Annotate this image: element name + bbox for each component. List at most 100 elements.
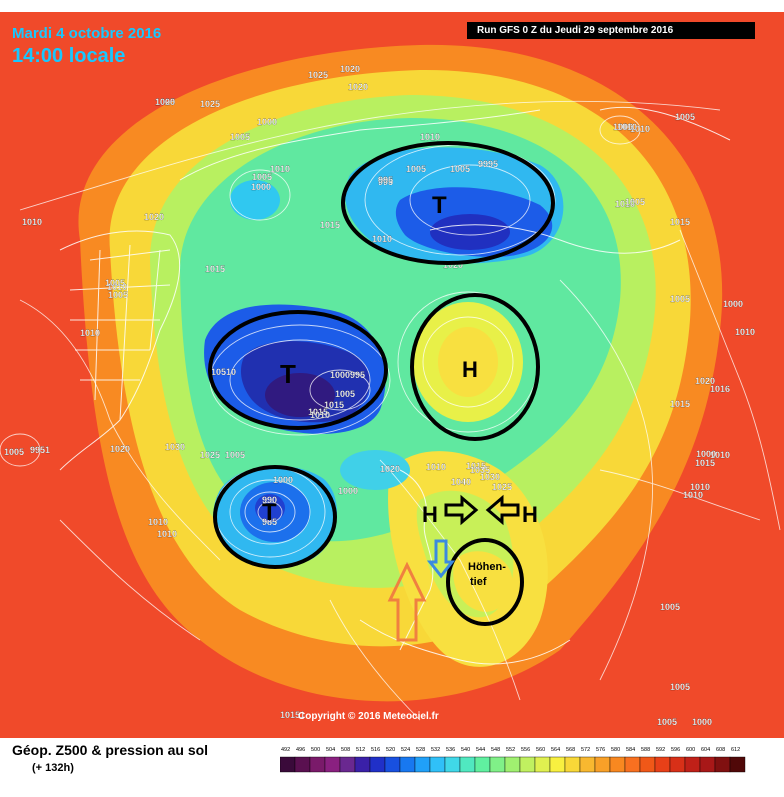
high-label-europe-right: H bbox=[522, 502, 538, 527]
isobar-label: 985 bbox=[262, 517, 277, 527]
hoehentief-label-2: tief bbox=[470, 576, 487, 588]
scale-label: 496 bbox=[296, 747, 305, 753]
scale-swatch bbox=[669, 756, 686, 773]
scale-swatch bbox=[504, 756, 521, 773]
isobar-label: 10510 bbox=[211, 367, 236, 377]
isobar-label: 1005 bbox=[450, 164, 470, 174]
isobar-label: 1000 bbox=[692, 717, 712, 727]
scale-label: 544 bbox=[476, 747, 485, 753]
isobar-label: 1025 bbox=[308, 70, 328, 80]
scale-label: 532 bbox=[431, 747, 440, 753]
copyright: Copyright © 2016 Meteociel.fr bbox=[298, 711, 439, 722]
low-label-canada: T bbox=[280, 359, 296, 389]
isobar-labels: 1025102510201025102010001005101010051000… bbox=[4, 64, 755, 727]
isobar-label: 1025 bbox=[200, 450, 220, 460]
isobar-label: 1010 bbox=[310, 410, 330, 420]
isobar-label: 1025 bbox=[200, 99, 220, 109]
scale-swatch bbox=[489, 756, 506, 773]
isobar-label: 1010 bbox=[735, 327, 755, 337]
scale-swatch bbox=[459, 756, 476, 773]
scale-swatch bbox=[369, 756, 386, 773]
isobar-label: 1005 bbox=[335, 389, 355, 399]
scale-label: 504 bbox=[326, 747, 335, 753]
high-circle-siberia bbox=[410, 293, 540, 441]
map-canvas: 1025102510201025102010001005101010051000… bbox=[0, 0, 784, 738]
scale-label: 548 bbox=[491, 747, 500, 753]
forecast-date: Mardi 4 octobre 2016 bbox=[12, 25, 162, 42]
isobar-label: 1030 bbox=[480, 472, 500, 482]
isobar-label: 1020 bbox=[340, 64, 360, 74]
scale-label: 508 bbox=[341, 747, 350, 753]
scale-swatch bbox=[609, 756, 626, 773]
isobar-label: 1010 bbox=[372, 234, 392, 244]
low-label-atlantic: T bbox=[262, 499, 277, 526]
scale-label: 500 bbox=[311, 747, 320, 753]
scale-label: 528 bbox=[416, 747, 425, 753]
low-circle-atlantic bbox=[213, 465, 337, 569]
isobar-label: 1016 bbox=[710, 384, 730, 394]
scale-label: 536 bbox=[446, 747, 455, 753]
scale-swatch bbox=[684, 756, 701, 773]
isobar-label: 1010 bbox=[270, 164, 290, 174]
isobar-label: 1015 bbox=[324, 400, 344, 410]
isobar-label: 1000 bbox=[330, 370, 350, 380]
isobar-label: 995 bbox=[378, 175, 393, 185]
isobar-label: 1015 bbox=[466, 461, 486, 471]
scale-label: 540 bbox=[461, 747, 470, 753]
isobar-label: 1010 bbox=[420, 132, 440, 142]
high-label-siberia: H bbox=[462, 357, 478, 382]
isobar-label: 1020 bbox=[144, 212, 164, 222]
isobar-label: 1010 bbox=[426, 462, 446, 472]
isobar-label: 990 bbox=[262, 495, 277, 505]
scale-label: 576 bbox=[596, 747, 605, 753]
isobar-label: 1040 bbox=[451, 477, 471, 487]
scale-label: 552 bbox=[506, 747, 515, 753]
isobar-label: 1010 bbox=[157, 529, 177, 539]
low-circle-canada bbox=[208, 310, 388, 430]
scale-label: 592 bbox=[656, 747, 665, 753]
isobar-label: 1005 bbox=[252, 172, 272, 182]
isobar-label: 1015 bbox=[670, 217, 690, 227]
cutoff-low-europe bbox=[453, 551, 513, 612]
isobar-label: 1010 bbox=[690, 482, 710, 492]
isobar-label: 1005 bbox=[625, 197, 645, 207]
isobar-label: 1035 bbox=[470, 465, 490, 475]
scale-swatch bbox=[384, 756, 401, 773]
scale-swatch bbox=[564, 756, 581, 773]
scale-swatch bbox=[444, 756, 461, 773]
isobar-label: 1005 bbox=[4, 447, 24, 457]
scale-label: 608 bbox=[716, 747, 725, 753]
scale-label: 568 bbox=[566, 747, 575, 753]
isobar-label: 1010 bbox=[617, 122, 637, 132]
scale-label: 512 bbox=[356, 747, 365, 753]
low-label-siberia: T bbox=[432, 192, 447, 219]
scale-label: 600 bbox=[686, 747, 695, 753]
isobar-label: 1015 bbox=[695, 458, 715, 468]
isobar-label: 1015 bbox=[205, 264, 225, 274]
scale-label: 580 bbox=[611, 747, 620, 753]
scale-swatch bbox=[699, 756, 716, 773]
scale-label: 572 bbox=[581, 747, 590, 753]
scale-label: 596 bbox=[671, 747, 680, 753]
isobar-label: 1005 bbox=[657, 717, 677, 727]
isobar-label: 1005 bbox=[675, 112, 695, 122]
isobar-label: 1020 bbox=[348, 82, 368, 92]
isobar-label: 1000 bbox=[723, 299, 743, 309]
isobar-label: 1000 bbox=[251, 182, 271, 192]
scale-swatch bbox=[594, 756, 611, 773]
isobar-label: 1000 bbox=[155, 97, 175, 107]
scale-label: 524 bbox=[401, 747, 410, 753]
isobar-label: 1010 bbox=[710, 450, 730, 460]
scale-swatch bbox=[309, 756, 326, 773]
isobar-label: 1025 bbox=[492, 482, 512, 492]
scale-label: 588 bbox=[641, 747, 650, 753]
isobar-label: 1010 bbox=[107, 282, 127, 292]
scale-label: 492 bbox=[281, 747, 290, 753]
high-label-europe-left: H bbox=[422, 502, 438, 527]
arrow-down-blue-icon bbox=[426, 539, 456, 579]
scale-swatch bbox=[654, 756, 671, 773]
isobar-label: 1010 bbox=[80, 328, 100, 338]
isobar-label: 1030 bbox=[165, 442, 185, 452]
isobar-label: 1025 bbox=[155, 97, 175, 107]
scale-label: 564 bbox=[551, 747, 560, 753]
